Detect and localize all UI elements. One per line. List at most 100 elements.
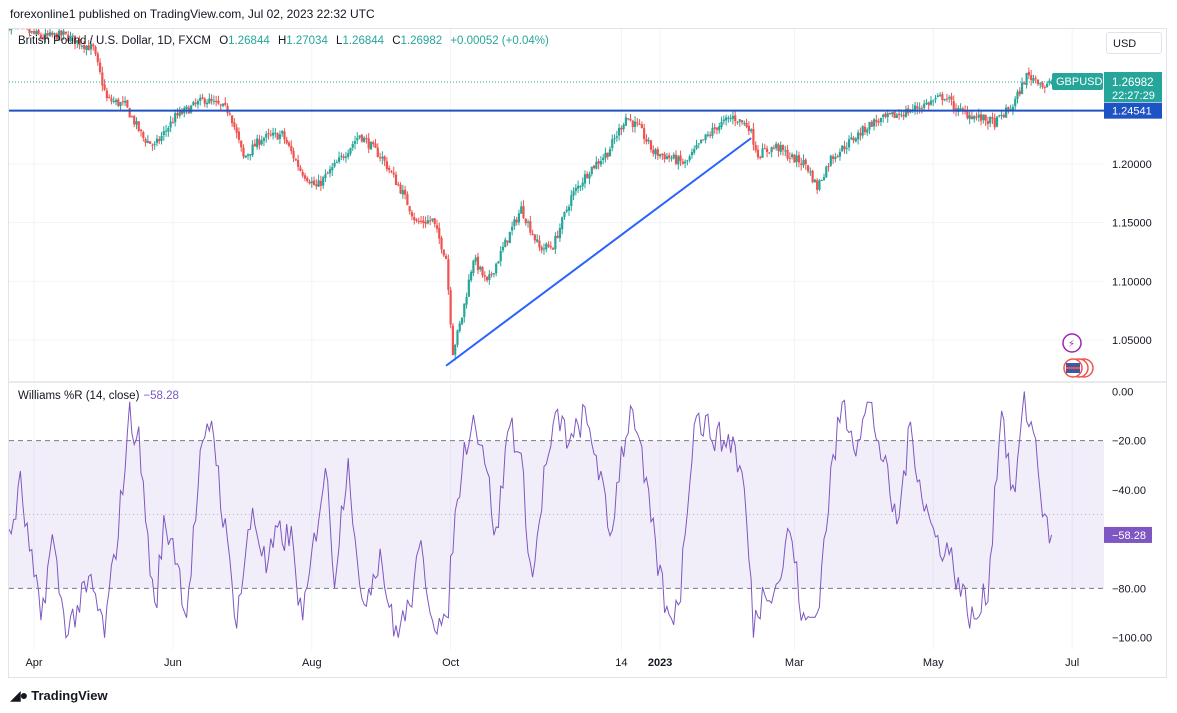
candle-body [506, 240, 509, 243]
candle-body [42, 37, 45, 39]
candle-body [538, 240, 541, 248]
candle-body [522, 205, 525, 218]
williams-tick-label: −40.00 [1112, 485, 1146, 497]
candle-body [843, 146, 846, 150]
candle-body [444, 255, 448, 260]
candle-body [945, 98, 949, 100]
candle-body [351, 144, 354, 148]
candle-body [37, 30, 40, 35]
symbol-legend: British Pound / U.S. Dollar, 1D, FXCM O1… [18, 35, 549, 47]
candle-body [986, 121, 989, 125]
candle-body [672, 154, 675, 159]
candle-body [1011, 106, 1015, 110]
candle-body [1048, 80, 1051, 84]
candle-body [431, 218, 434, 221]
candle-body [105, 90, 108, 99]
candle-body [936, 95, 939, 97]
candle-body [35, 31, 38, 35]
close-value: 1.26982 [400, 35, 443, 47]
candle-body [613, 138, 616, 140]
candle-body [249, 154, 252, 156]
candle-body [504, 239, 507, 248]
candle-body [447, 259, 450, 291]
candle-body [28, 29, 31, 34]
candle-body [146, 140, 149, 143]
candle-body [759, 157, 762, 159]
candle-body [998, 115, 1001, 117]
candle-body [863, 126, 867, 133]
candle-body [356, 137, 359, 141]
axes: 1.05000 1.10000 1.15000 1.20000 Apr Jun Aug Oct… [25, 159, 1152, 669]
candle-body [299, 167, 302, 171]
candle-body [920, 108, 923, 110]
candle-body [540, 247, 543, 251]
time-tick-label: 2023 [648, 657, 672, 669]
candle-body [422, 220, 425, 223]
candle-body [158, 138, 161, 142]
candle-body [791, 154, 794, 158]
candle-body [160, 135, 163, 141]
candle-body [212, 100, 215, 102]
candle-body [715, 127, 719, 130]
candle-body [367, 138, 370, 149]
candle-body [415, 219, 418, 221]
candle-body [561, 217, 564, 230]
candle-body [485, 276, 489, 281]
candle-body [26, 27, 28, 28]
time-tick-label: Apr [25, 657, 42, 669]
candle-body [333, 162, 336, 167]
candle-body [923, 103, 926, 108]
candle-body [94, 46, 97, 54]
grid [9, 29, 1166, 650]
currency-button[interactable]: USD [1106, 32, 1162, 54]
candle-body [606, 152, 609, 157]
candle-body [975, 116, 978, 118]
candle-body [638, 124, 641, 126]
candle-body [71, 35, 74, 37]
candle-body [847, 139, 851, 148]
candle-body [629, 118, 632, 121]
candle-body [98, 62, 102, 72]
candle-body [372, 142, 375, 145]
candle-body [322, 177, 325, 186]
candle-body [770, 147, 773, 153]
candle-body [262, 138, 266, 141]
candle-body [217, 100, 220, 104]
candle-body [419, 220, 423, 222]
candle-body [977, 114, 980, 118]
candle-body [736, 121, 739, 123]
candle-body [547, 244, 550, 247]
candle-body [888, 112, 892, 114]
candle-body [328, 169, 332, 174]
candle-body [570, 195, 573, 207]
williams-value-label: −58.28 [1112, 530, 1146, 542]
candle-body [1032, 78, 1035, 82]
candle-body [87, 45, 90, 51]
candle-body [110, 98, 113, 102]
tradingview-footer[interactable]: ◢● TradingView [10, 687, 108, 704]
candle-body [822, 177, 826, 180]
candle-body [970, 116, 974, 120]
candle-body [788, 157, 791, 159]
candle-body [820, 180, 823, 182]
candle-body [301, 171, 304, 176]
candle-body [811, 170, 814, 183]
published-caption: forexonline1 published on TradingView.co… [10, 7, 375, 21]
level-tag [1104, 102, 1162, 119]
candle-body [636, 122, 639, 124]
candle-body [388, 167, 391, 171]
candle-body [442, 249, 445, 256]
candle-body [761, 148, 764, 158]
candle-body [877, 121, 880, 123]
candle-body [1005, 107, 1008, 118]
candle-body [451, 325, 455, 356]
candle-body [608, 149, 612, 157]
candle-body [260, 140, 263, 145]
candle-body [237, 131, 241, 140]
candle-body [1043, 87, 1046, 89]
candle-body [545, 243, 548, 250]
candle-body [663, 154, 666, 160]
us-flag-stripe-icon [1066, 367, 1080, 369]
candle-body [92, 44, 95, 47]
